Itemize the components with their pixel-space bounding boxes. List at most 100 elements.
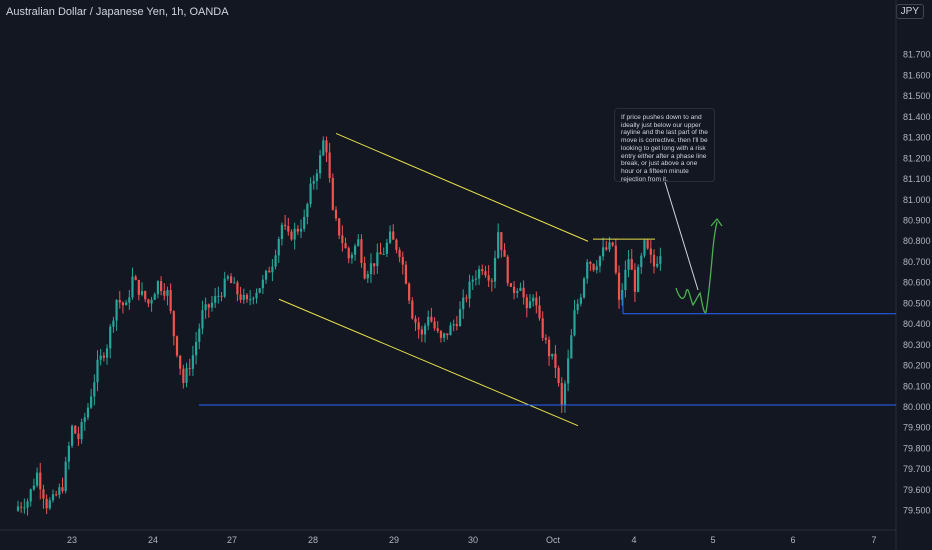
price-tick-label: 81.600 [903, 70, 931, 80]
candle [233, 277, 236, 284]
candle [579, 293, 582, 307]
candle [605, 240, 608, 252]
candle [589, 260, 592, 272]
candle [319, 149, 322, 179]
price-tick-label: 80.100 [903, 381, 931, 391]
price-tick-label: 80.900 [903, 216, 931, 226]
candle [166, 286, 169, 306]
candle [99, 348, 102, 366]
candle [16, 500, 20, 512]
candle [373, 263, 376, 275]
candle [188, 358, 191, 376]
candle [379, 242, 382, 255]
candle [204, 297, 207, 319]
candle [182, 364, 185, 389]
candle [328, 142, 331, 183]
candle [516, 288, 519, 298]
time-tick-label: 24 [148, 535, 158, 545]
candle [420, 325, 423, 343]
candle [185, 362, 188, 388]
candles-layer [16, 136, 662, 516]
candle [102, 352, 105, 362]
candle [493, 250, 497, 289]
candle [175, 335, 179, 358]
candle [217, 286, 220, 304]
candle [401, 251, 404, 275]
candle [64, 456, 67, 494]
candle [554, 345, 557, 379]
candle [478, 265, 481, 286]
candle [163, 283, 166, 301]
candle [61, 477, 64, 494]
price-tick-label: 80.600 [903, 278, 931, 288]
candle [423, 322, 427, 343]
candle [23, 498, 26, 514]
candle [646, 238, 649, 250]
candle [268, 266, 271, 273]
candle [347, 246, 350, 264]
candle [338, 217, 341, 240]
candle [331, 173, 334, 211]
candle [239, 286, 242, 303]
price-tick-label: 80.200 [903, 361, 931, 371]
candle [643, 239, 646, 258]
candle [398, 247, 401, 263]
candle [617, 265, 621, 309]
candle [93, 374, 96, 406]
candle [341, 225, 344, 252]
time-tick-label: 23 [67, 535, 77, 545]
candle [595, 260, 598, 274]
projection-arrowhead-icon [710, 217, 723, 227]
candle [51, 489, 55, 503]
candle [637, 264, 640, 293]
candle [214, 288, 217, 308]
time-tick-label: 27 [227, 535, 237, 545]
price-tick-label: 81.500 [903, 91, 931, 101]
candle [150, 296, 153, 312]
candle [392, 224, 395, 240]
candle [229, 273, 233, 284]
candle [86, 403, 90, 421]
candle [277, 236, 280, 263]
price-tick-label: 79.600 [903, 485, 931, 495]
price-tick-label: 81.300 [903, 133, 931, 143]
candle [582, 276, 586, 299]
candle [134, 274, 137, 281]
candle [179, 355, 182, 375]
candle [296, 225, 299, 235]
price-tick-label: 79.700 [903, 464, 931, 474]
time-tick-label: 4 [631, 535, 636, 545]
candle [353, 243, 357, 261]
candle [563, 380, 567, 413]
trade-plan-callout[interactable]: If price pushes down to and ideally just… [614, 108, 715, 183]
candle [121, 301, 125, 314]
candle [360, 234, 363, 268]
candle [287, 217, 290, 236]
candle [586, 259, 589, 284]
candle [500, 232, 503, 258]
projection-arrow-path [675, 221, 718, 314]
drawings-layer [199, 133, 896, 427]
candle [357, 234, 360, 247]
candle [309, 177, 312, 208]
candle [118, 290, 121, 309]
candle [284, 214, 287, 231]
candle [258, 287, 261, 294]
candle [39, 462, 42, 500]
price-tick-label: 79.800 [903, 443, 931, 453]
price-tick-label: 81.400 [903, 112, 931, 122]
candle [544, 334, 547, 344]
candle [570, 329, 573, 359]
candle [462, 289, 465, 319]
price-tick-label: 81.200 [903, 153, 931, 163]
callout-pointer [664, 181, 699, 291]
candle [191, 345, 194, 376]
candle [433, 317, 436, 331]
candle [598, 255, 602, 273]
candle [532, 294, 535, 307]
time-axis: 23 24 27 28 29 30 Oct 4 5 6 7 [67, 535, 877, 545]
candle [414, 315, 417, 331]
upper-channel-line[interactable] [335, 133, 589, 242]
candle [640, 252, 643, 274]
